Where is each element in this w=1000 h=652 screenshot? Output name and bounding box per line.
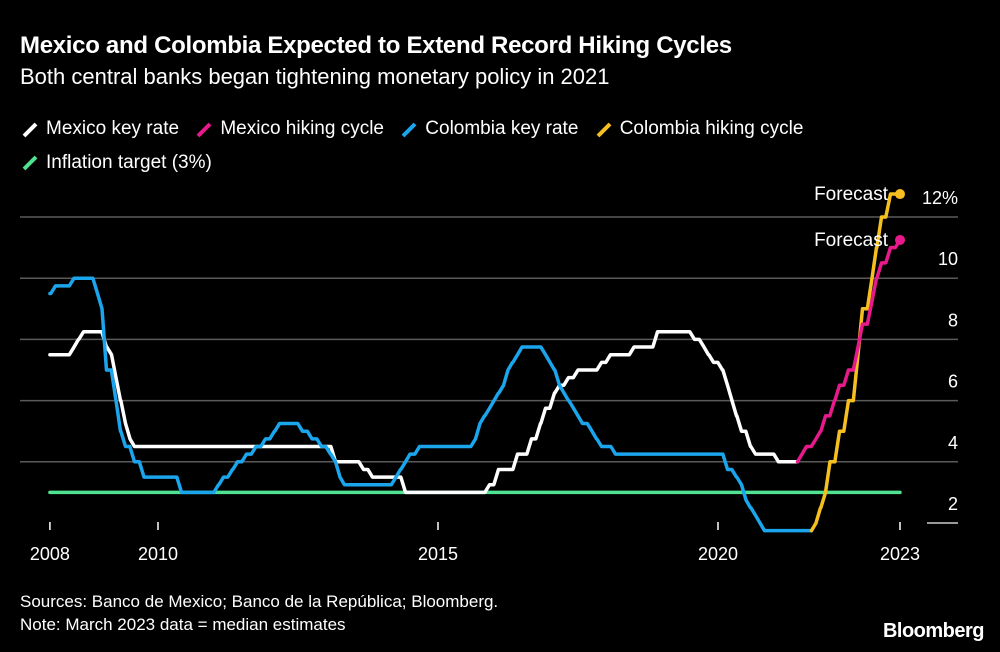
legend-item-colombia-key-rate: Colombia key rate: [399, 114, 578, 143]
series-line-mexico-key-rate: [48, 330, 800, 495]
legend-item-colombia-hiking-cycle: Colombia hiking cycle: [594, 114, 804, 143]
x-tick-label: 2023: [880, 544, 920, 564]
footnotes: Sources: Banco de Mexico; Banco de la Re…: [20, 590, 498, 636]
x-tick-label: 2020: [698, 544, 738, 564]
legend-swatch-icon: [596, 122, 612, 137]
legend-label: Inflation target (3%): [46, 151, 212, 173]
legend-item-inflation-target: Inflation target (3%): [20, 148, 212, 177]
legend: Mexico key rate Mexico hiking cycle Colo…: [20, 114, 980, 181]
y-tick-label: 4: [948, 433, 958, 453]
legend-label: Colombia key rate: [425, 118, 579, 139]
legend-swatch-icon: [401, 122, 417, 137]
legend-item-mexico-key-rate: Mexico key rate: [20, 114, 179, 143]
legend-label: Mexico hiking cycle: [220, 118, 384, 139]
chart-title: Mexico and Colombia Expected to Extend R…: [20, 32, 732, 59]
forecast-label: Forecast: [814, 184, 889, 205]
y-tick-label: 10: [938, 249, 958, 269]
y-tick-label: 2: [948, 494, 958, 514]
x-tick-label: 2015: [418, 544, 458, 564]
note-text: Note: March 2023 data = median estimates: [20, 615, 346, 634]
legend-swatch-icon: [196, 122, 212, 137]
forecast-point: [895, 189, 905, 200]
sources-text: Sources: Banco de Mexico; Banco de la Re…: [20, 592, 499, 611]
series-line-colombia-hiking-cycle: [809, 192, 902, 533]
chart-subtitle: Both central banks began tightening mone…: [20, 64, 610, 89]
legend-label: Mexico key rate: [46, 118, 180, 139]
forecast-point: [895, 234, 905, 245]
x-tick-label: 2008: [30, 544, 70, 564]
y-tick-label: 8: [948, 310, 958, 330]
series-line-mexico-hiking-cycle: [795, 238, 902, 464]
bloomberg-logo: Bloomberg: [882, 620, 985, 642]
series-line-colombia-key-rate: [48, 276, 814, 533]
legend-item-mexico-hiking-cycle: Mexico hiking cycle: [194, 114, 384, 143]
y-tick-label: 12%: [922, 188, 958, 208]
legend-swatch-icon: [22, 122, 38, 137]
legend-swatch-icon: [22, 155, 38, 171]
forecast-label: Forecast: [814, 230, 889, 251]
x-tick-label: 2010: [138, 544, 178, 564]
y-tick-label: 6: [948, 372, 958, 392]
legend-label: Colombia hiking cycle: [619, 118, 804, 139]
